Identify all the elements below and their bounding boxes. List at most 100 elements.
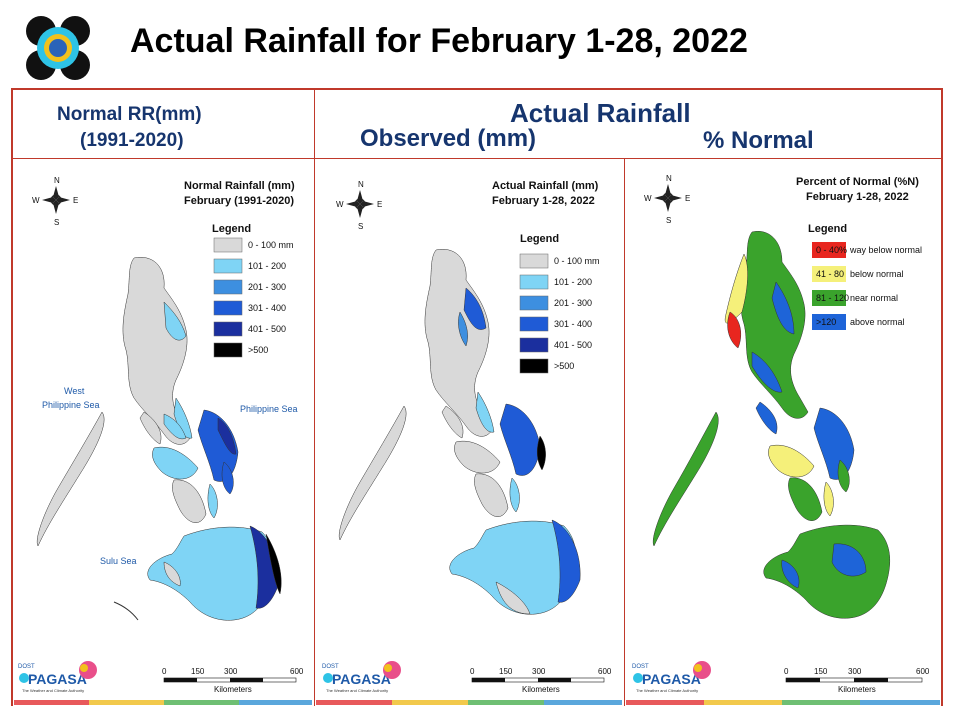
- map-title-line1: Normal Rainfall (mm): [184, 180, 295, 192]
- svg-text:PAGASA: PAGASA: [642, 671, 701, 687]
- svg-text:E: E: [377, 200, 382, 209]
- legend: 0 - 100 mm 101 - 200 201 - 300 301 - 400 401…: [213, 237, 294, 358]
- normal-header-line1: Normal RR(mm): [57, 104, 202, 125]
- legend-label: 301 - 400: [248, 303, 286, 313]
- actual-rainfall-header: Actual Rainfall: [510, 98, 691, 128]
- mindanao-island: [147, 526, 275, 621]
- footer-strip-green: [782, 700, 860, 705]
- percent-normal-header: % Normal: [703, 127, 814, 154]
- svg-text:0: 0: [784, 667, 789, 676]
- svg-text:0: 0: [470, 667, 475, 676]
- normal-rainfall-map-panel: N S W E Normal Rainfall (mm) February (1…: [14, 162, 312, 700]
- legend-title: Legend: [520, 233, 559, 245]
- legend-label: 201 - 300: [554, 298, 592, 308]
- footer-strip-blue: [860, 700, 940, 705]
- legend-label: >500: [554, 361, 574, 371]
- svg-text:N: N: [358, 180, 364, 189]
- legend-swatch: [812, 314, 846, 330]
- footer-strip-blue: [239, 700, 312, 705]
- svg-text:W: W: [336, 200, 344, 209]
- svg-text:DOST: DOST: [322, 664, 339, 670]
- compass-rose-icon: N S W E: [32, 176, 78, 227]
- leyte-island: [221, 461, 234, 495]
- samar-island: [813, 407, 855, 480]
- svg-text:150: 150: [191, 667, 205, 676]
- legend-label: 201 - 300: [248, 282, 286, 292]
- legend-label: 0 - 100 mm: [554, 256, 600, 266]
- footer-strip-green: [164, 700, 239, 705]
- pagasa-emblem-icon: [24, 14, 92, 82]
- svg-text:150: 150: [814, 667, 828, 676]
- svg-text:300: 300: [224, 667, 238, 676]
- pagasa-footer-logo: DOST PAGASA The Weather and Climate Auth…: [632, 661, 711, 693]
- compass-rose-icon: N S W E: [644, 174, 690, 225]
- svg-text:600: 600: [916, 667, 930, 676]
- scale-bar: 0 150 300 600 Kilometers: [784, 667, 930, 694]
- cebu-island: [207, 483, 218, 519]
- svg-text:W: W: [644, 194, 652, 203]
- legend-label: 101 - 200: [248, 261, 286, 271]
- mindoro-island: [441, 405, 464, 439]
- svg-text:DOST: DOST: [632, 664, 649, 670]
- frame-col-divider-1: [314, 88, 315, 706]
- map-title-line2: February (1991-2020): [184, 195, 294, 207]
- footer-strip-red: [316, 700, 392, 705]
- cebu-island: [509, 477, 520, 513]
- svg-text:Kilometers: Kilometers: [522, 685, 560, 694]
- sea-label-west-philippine: Philippine Sea: [42, 400, 100, 410]
- panay-island: [454, 440, 501, 474]
- svg-text:S: S: [666, 216, 671, 225]
- svg-text:E: E: [73, 196, 78, 205]
- svg-text:0: 0: [162, 667, 167, 676]
- frame-col-divider-2: [624, 158, 625, 706]
- legend-swatch: [519, 274, 549, 290]
- pagasa-footer-logo: DOST PAGASA The Weather and Climate Auth…: [18, 661, 97, 693]
- footer-strip-yellow: [704, 700, 782, 705]
- panay-island: [152, 446, 199, 480]
- scale-bar: 0 150 300 600 Kilometers: [162, 667, 304, 694]
- frame-left: [11, 88, 13, 706]
- map-title-line1: Percent of Normal (%N): [796, 176, 919, 188]
- pagasa-footer-logo: DOST PAGASA The Weather and Climate Auth…: [322, 661, 401, 693]
- svg-text:Kilometers: Kilometers: [838, 685, 876, 694]
- legend-swatch: [519, 316, 549, 332]
- mindoro-island: [139, 411, 162, 445]
- leyte-island: [837, 459, 850, 493]
- svg-text:PAGASA: PAGASA: [332, 671, 391, 687]
- svg-text:The Weather and Climate Author: The Weather and Climate Authority: [636, 688, 698, 693]
- percent-normal-map: N S W E Percent of Normal (%N) February …: [632, 174, 930, 694]
- percent-normal-map-panel: N S W E Percent of Normal (%N) February …: [626, 162, 940, 700]
- negros-island: [474, 473, 509, 517]
- compass-rose-icon: N S W E: [336, 180, 382, 231]
- legend-range-label: >120: [816, 317, 836, 327]
- svg-text:300: 300: [848, 667, 862, 676]
- mindanao-island: [763, 524, 891, 619]
- negros-island: [172, 479, 207, 523]
- normal-header-line2: (1991-2020): [80, 130, 184, 151]
- philippines-islands: [338, 248, 581, 615]
- negros-island: [788, 477, 823, 521]
- panay-island: [768, 444, 815, 478]
- svg-text:600: 600: [598, 667, 612, 676]
- footer-strip-yellow: [392, 700, 468, 705]
- svg-text:S: S: [54, 218, 59, 227]
- map-title-line2: February 1-28, 2022: [492, 195, 595, 207]
- footer-strip-blue: [544, 700, 622, 705]
- sea-label-sulu: Sulu Sea: [100, 556, 137, 566]
- palawan-island: [652, 411, 719, 547]
- svg-text:DOST: DOST: [18, 664, 35, 670]
- palawan-island: [36, 411, 105, 547]
- legend-swatch: [519, 295, 549, 311]
- actual-rainfall-map: N S W E Actual Rainfall (mm) February 1-…: [322, 180, 612, 694]
- legend: 0 - 40% way below normal 41 - 80 below norm…: [812, 242, 922, 330]
- legend-swatch: [213, 342, 243, 358]
- legend-swatch: [519, 253, 549, 269]
- legend-desc-label: below normal: [850, 269, 904, 279]
- svg-text:S: S: [358, 222, 363, 231]
- footer-strip-green: [468, 700, 544, 705]
- actual-rainfall-map-panel: N S W E Actual Rainfall (mm) February 1-…: [316, 162, 622, 700]
- observed-header: Observed (mm): [360, 125, 537, 152]
- legend-swatch: [812, 242, 846, 258]
- sea-label-philippine: Philippine Sea: [240, 404, 298, 414]
- legend-range-label: 81 - 120: [816, 293, 849, 303]
